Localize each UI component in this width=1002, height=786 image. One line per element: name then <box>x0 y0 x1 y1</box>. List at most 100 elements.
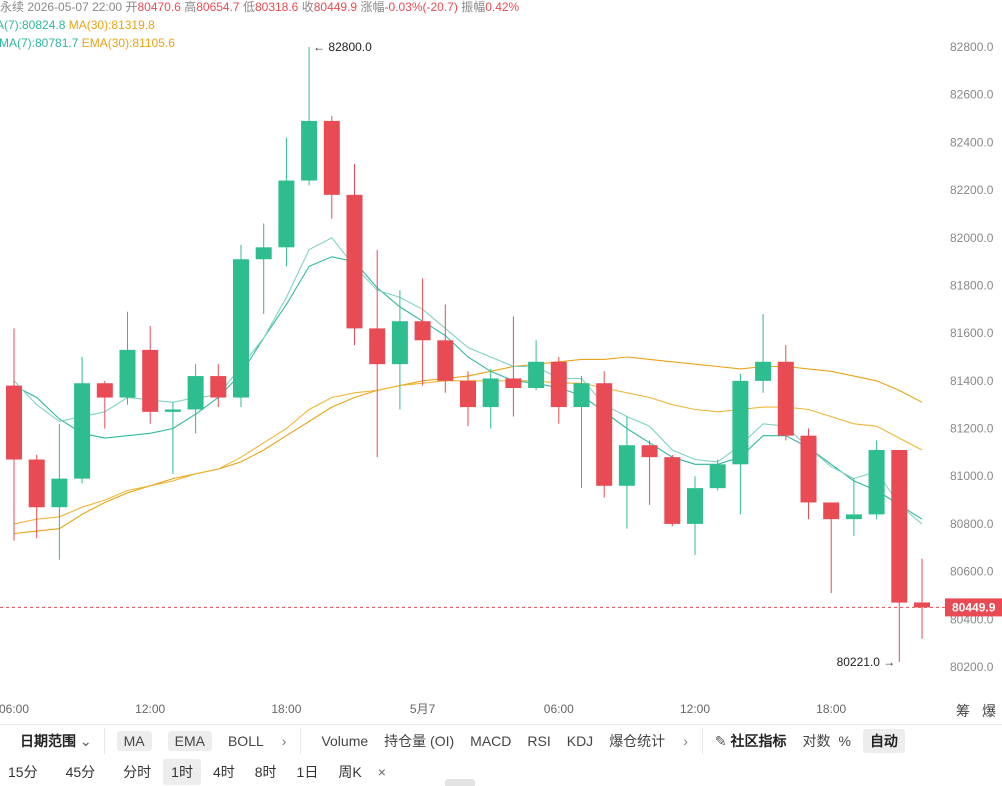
candle-body <box>755 361 772 381</box>
period-timeline[interactable]: 分时 <box>123 763 152 780</box>
candle <box>573 376 590 489</box>
candle <box>346 163 363 346</box>
indicator-toolbar: 日期范围 ⌄ MA EMA BOLL › Volume 持仓量 (OI) MAC… <box>0 724 1002 757</box>
last-price-label: 80449.9 <box>952 600 996 614</box>
candle <box>323 116 340 219</box>
edit-icon: ✎ <box>714 733 727 749</box>
ma-info-row: MA(7):80824.8 MA(30):81319.8 <box>0 18 155 32</box>
ma30-value: MA(30):81319.8 <box>68 18 155 32</box>
symbol-label: 永续 <box>0 0 25 14</box>
period-1d[interactable]: 1日 <box>296 763 319 780</box>
candle-body <box>777 361 794 436</box>
y-tick-label: 80600.0 <box>950 565 994 579</box>
liquidation-button[interactable]: 爆 <box>982 703 996 719</box>
change-label: 涨幅 <box>360 0 385 14</box>
open-interest-indicator-button[interactable]: 持仓量 (OI) <box>384 733 455 749</box>
candle-body <box>460 380 476 408</box>
x-tick-label: 5月7 <box>410 702 436 716</box>
candle <box>255 223 272 315</box>
ema30-value: EMA(30):81105.6 <box>81 36 175 50</box>
time-axis: 06:00 12:00 18:00 5月7 06:00 12:00 18:00 <box>0 702 847 716</box>
drag-handle[interactable] <box>445 779 475 786</box>
boll-indicator-button[interactable]: BOLL <box>227 733 264 749</box>
liquidation-stats-button[interactable]: 爆仓统计 <box>609 733 666 749</box>
chevron-right-icon[interactable]: › <box>683 733 688 749</box>
ma-indicator-button[interactable]: MA <box>116 731 152 751</box>
close-icon[interactable]: × <box>377 763 386 780</box>
candle <box>800 428 817 520</box>
period-1w[interactable]: 周K <box>338 763 362 780</box>
period-8h[interactable]: 8时 <box>254 763 277 780</box>
candle <box>369 249 386 458</box>
log-scale-button[interactable]: 对数 <box>802 733 831 749</box>
date-range-button[interactable]: 日期范围 ⌄ <box>20 731 92 751</box>
candle <box>709 459 726 491</box>
candle <box>687 476 703 555</box>
candle <box>119 311 136 405</box>
chevron-right-icon[interactable]: › <box>281 733 287 749</box>
candle <box>755 314 772 393</box>
candle-body <box>618 445 635 486</box>
candle-body <box>28 459 45 508</box>
candle-body <box>845 514 862 520</box>
right-side-tools: 筹爆 <box>956 701 996 721</box>
percent-scale-button[interactable]: % <box>838 733 851 749</box>
open-value: 80470.6 <box>137 0 181 14</box>
candle <box>164 402 181 474</box>
candle <box>437 304 454 393</box>
candle <box>142 326 159 424</box>
divider <box>300 728 302 754</box>
candle <box>6 328 22 541</box>
candle <box>187 364 204 434</box>
candle-body <box>573 383 590 408</box>
kdj-indicator-button[interactable]: KDJ <box>566 733 594 749</box>
high-label: 高 <box>184 0 197 14</box>
community-indicators-button[interactable]: ✎ 社区指标 <box>715 731 787 751</box>
candle-body <box>210 376 227 398</box>
candle-body <box>96 383 113 398</box>
candle <box>664 454 681 527</box>
candle <box>460 371 476 427</box>
candle-body <box>187 376 204 410</box>
last-price-tag <box>945 598 1002 617</box>
candle-body <box>482 378 499 408</box>
candle <box>28 454 45 539</box>
candle-body <box>369 328 386 365</box>
volume-indicator-button[interactable]: Volume <box>321 733 369 749</box>
candlestick-chart[interactable]: 80200.080400.080600.080800.081000.081200… <box>0 0 1002 724</box>
candle <box>414 278 431 386</box>
y-tick-label: 81200.0 <box>950 422 994 436</box>
chip-distribution-button[interactable]: 筹 <box>956 703 970 719</box>
period-45m[interactable]: 45分 <box>65 763 96 780</box>
candle <box>96 380 113 429</box>
candle-body <box>301 120 318 181</box>
candle <box>777 345 794 441</box>
candle-body <box>346 194 363 329</box>
ma-line-ema7 <box>13 237 923 525</box>
high-annotation: ← 82800.0 <box>313 40 372 54</box>
x-tick-label: 06:00 <box>0 702 29 716</box>
low-value: 80318.6 <box>254 0 299 14</box>
candle-body <box>255 247 272 260</box>
x-tick-label: 12:00 <box>135 702 165 716</box>
candle-body <box>505 378 522 388</box>
candles <box>6 47 930 662</box>
candle <box>641 440 658 505</box>
rsi-indicator-button[interactable]: RSI <box>527 733 551 749</box>
period-4h[interactable]: 4时 <box>212 763 235 780</box>
candle-body <box>51 478 68 508</box>
period-15m[interactable]: 15分 <box>8 763 38 780</box>
ema-indicator-button[interactable]: EMA <box>167 731 212 751</box>
candle <box>868 440 885 520</box>
macd-indicator-button[interactable]: MACD <box>470 733 512 749</box>
period-1h[interactable]: 1时 <box>163 758 201 785</box>
candle-body <box>233 259 249 398</box>
candle-body <box>323 120 340 195</box>
candle-body <box>800 435 817 503</box>
x-tick-label: 06:00 <box>544 702 574 716</box>
candle-body <box>732 380 749 465</box>
candle-body <box>641 445 658 458</box>
chevron-down-icon: ⌄ <box>79 733 92 749</box>
candle <box>233 244 249 408</box>
auto-scale-button[interactable]: 自动 <box>862 729 905 753</box>
